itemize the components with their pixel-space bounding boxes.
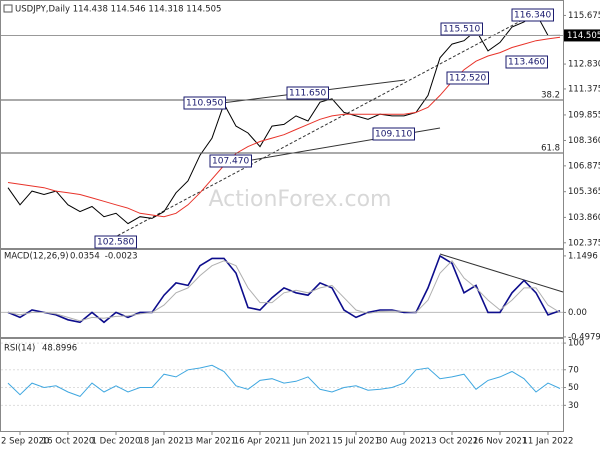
- price-pane: [0, 0, 564, 249]
- x-tick-label: 1 Dec 2020: [92, 437, 141, 447]
- annotation: 115.510: [443, 25, 480, 35]
- series-line: [7, 260, 561, 322]
- x-tick-label: 11 Jan 2022: [523, 437, 574, 447]
- x-tick-label: 2 Sep 2020: [1, 437, 49, 447]
- series-line: [7, 364, 561, 397]
- x-tick-label: 16 Oct 2020: [42, 437, 95, 447]
- annotation: 111.650: [289, 89, 326, 99]
- current-price-box: [564, 29, 600, 42]
- y-tick-label: 109.855: [568, 110, 600, 120]
- y-tick-label: 115.675: [568, 11, 600, 21]
- annotation-box: [511, 8, 554, 22]
- y-tick-label: 105.365: [568, 187, 600, 197]
- x-tick-label: 15 Jul 2021: [332, 437, 380, 447]
- annotation-box: [183, 96, 226, 110]
- current-price: 114.505: [567, 31, 600, 41]
- x-tick-label: 16 Apr 2021: [234, 437, 287, 447]
- icon: [3, 4, 13, 13]
- y-tick-label: 100: [568, 339, 584, 349]
- annotation-box: [94, 235, 137, 249]
- y-tick-label: 0.00: [568, 308, 587, 318]
- header-value: 0.0354: [70, 252, 100, 262]
- annotation-box: [372, 127, 415, 141]
- x-tick-label: 3 Mar 2021: [188, 437, 236, 447]
- annotation-box: [505, 55, 548, 69]
- watermark: ActionForex.com: [209, 187, 392, 212]
- series-line: [7, 36, 561, 218]
- annotation: 102.580: [97, 238, 134, 248]
- annotation-box: [209, 154, 252, 168]
- fib-label: 38.2: [541, 91, 560, 101]
- annotation-box: [446, 71, 489, 85]
- rsi-header: RSI(14): [4, 344, 35, 354]
- y-tick-label: 112.830: [568, 60, 600, 70]
- x-tick-label: 30 Aug 2021: [377, 437, 431, 447]
- trend-line: [99, 15, 531, 246]
- macd-pane: [0, 249, 564, 338]
- y-tick-label: 1.1496: [568, 251, 598, 261]
- y-tick-label: 106.875: [568, 161, 600, 171]
- x-tick-label: 18 Jan 2021: [139, 437, 190, 447]
- y-tick-label: 102.375: [568, 238, 600, 248]
- price-header: USDJPY,Daily 114.438 114.546 114.318 114…: [15, 5, 221, 15]
- annotation: 107.470: [212, 157, 249, 167]
- rsi-pane: [0, 338, 564, 432]
- header-value: -0.0023: [105, 252, 138, 262]
- y-tick-label: 30: [568, 401, 579, 411]
- y-tick-label: 103.860: [568, 213, 600, 223]
- annotation: 109.110: [375, 130, 412, 140]
- x-tick-label: 26 Nov 2021: [473, 437, 527, 447]
- y-tick-label: 70: [568, 365, 579, 375]
- x-tick-label: 1 Jun 2021: [285, 437, 331, 447]
- header-value: 48.8996: [42, 344, 77, 354]
- series-line: [7, 12, 561, 225]
- series-line: [7, 254, 561, 324]
- y-tick-label: 111.375: [568, 84, 600, 94]
- annotation: 113.460: [508, 58, 545, 68]
- y-tick-label: 50: [568, 383, 579, 393]
- y-tick-label: -0.4979: [568, 332, 600, 342]
- annotation: 110.950: [186, 99, 223, 109]
- y-tick-label: 108.360: [568, 136, 600, 146]
- annotation-box: [286, 86, 329, 100]
- annotation-box: [440, 22, 483, 36]
- annotation: 112.520: [449, 74, 486, 84]
- macd-trend-line: [439, 253, 564, 293]
- x-tick-label: 13 Oct 2021: [426, 437, 479, 447]
- fib-label: 61.8: [541, 144, 560, 154]
- macd-header: MACD(12,26,9): [4, 252, 69, 262]
- annotation: 116.340: [514, 11, 551, 21]
